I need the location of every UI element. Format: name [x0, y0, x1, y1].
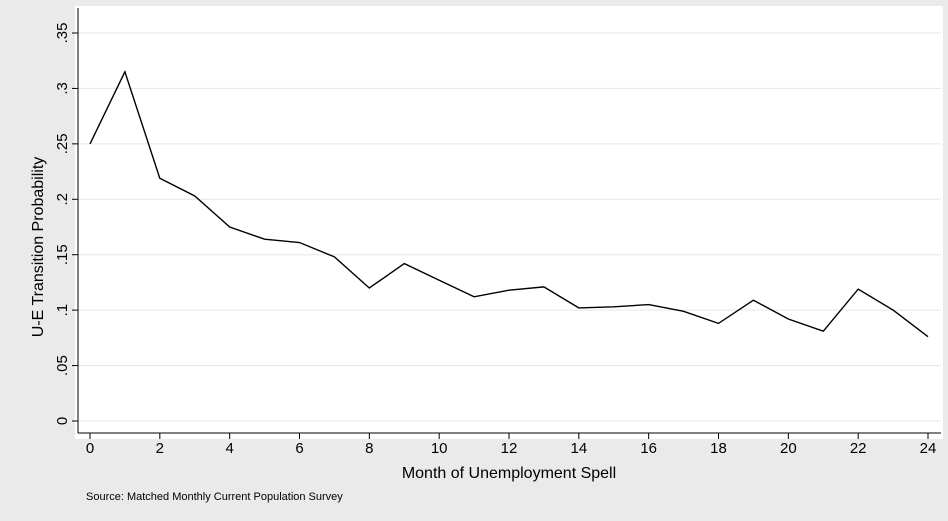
y-tick-label: .3 [54, 82, 71, 95]
x-axis-title: Month of Unemployment Spell [402, 465, 616, 482]
x-tick-label: 18 [710, 440, 727, 457]
series-layer [89, 69, 929, 338]
y-tick-label: .35 [54, 23, 71, 44]
y-tick-label: .2 [54, 193, 71, 206]
x-tick-label: 12 [501, 440, 518, 457]
gridlines [78, 32, 941, 422]
y-tick-label: .1 [54, 304, 71, 317]
x-tick-label: 6 [295, 440, 303, 457]
x-tick-label: 22 [850, 440, 867, 457]
x-tick-label: 14 [570, 440, 587, 457]
x-axis: 0 2 4 6 8 10 12 14 16 18 20 22 24 [78, 432, 941, 457]
x-tick-label: 0 [86, 440, 94, 457]
y-axis-title: U-E Transition Probability [30, 157, 47, 338]
y-tick-label: .15 [54, 244, 71, 265]
y-tick-label: 0 [54, 417, 71, 425]
x-tick-label: 10 [431, 440, 448, 457]
plot-area [75, 6, 943, 439]
series-line [89, 69, 929, 338]
x-tick-label: 2 [156, 440, 164, 457]
x-tick-label: 8 [365, 440, 373, 457]
y-axis: 0 .05 .1 .15 .2 .25 .3 .35 [54, 8, 79, 433]
x-tick-label: 20 [780, 440, 797, 457]
x-tick-label: 24 [920, 440, 937, 457]
x-tick-label: 4 [225, 440, 233, 457]
y-tick-label: .05 [54, 355, 71, 376]
source-note: Source: Matched Monthly Current Populati… [86, 491, 343, 503]
y-tick-label: .25 [54, 133, 71, 154]
x-tick-label: 16 [640, 440, 657, 457]
